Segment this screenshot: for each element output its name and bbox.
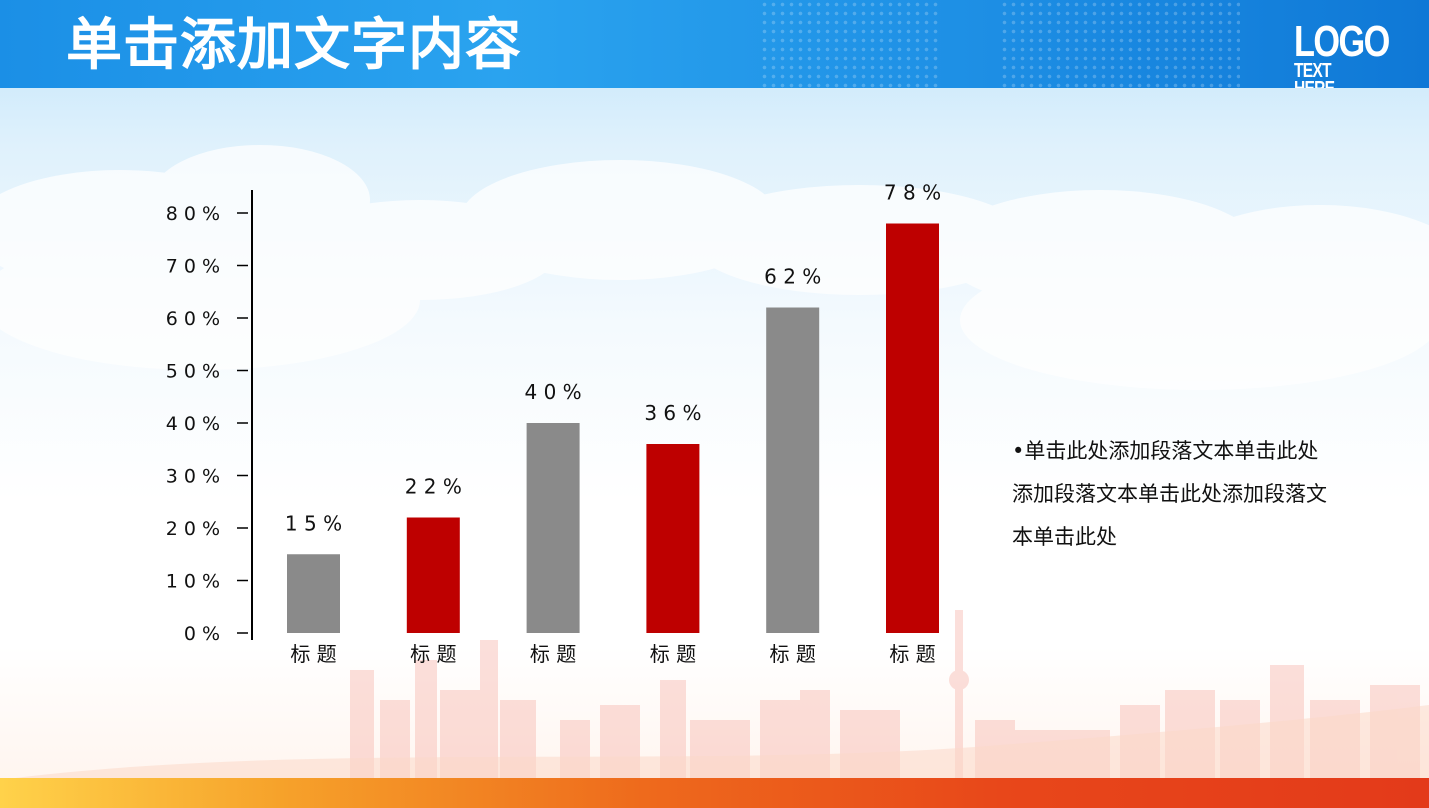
y-tick-label: 3 0 % <box>166 466 220 488</box>
bar-value-label: 1 5 % <box>285 511 342 535</box>
logo-subtext: TEXT HERE <box>1294 60 1335 88</box>
category-label: 标 题 <box>290 642 336 666</box>
category-label: 标 题 <box>770 642 816 666</box>
bar-value-label: 6 2 % <box>764 265 821 289</box>
bar-value-labels: 1 5 % 2 2 % 4 0 % 3 6 % 6 2 % 7 8 % <box>285 181 941 536</box>
bar[interactable] <box>406 517 460 634</box>
y-tick-label: 0 % <box>184 623 220 645</box>
logo: LOGO TEXT HERE <box>1294 20 1394 89</box>
y-tick-label: 4 0 % <box>166 413 220 435</box>
bar-value-label: 7 8 % <box>884 181 941 205</box>
y-axis: 0 % 1 0 % 2 0 % 3 0 % 4 0 % 5 0 % 6 0 % 7 0 % 8 … <box>166 190 253 645</box>
y-tick-label: 2 0 % <box>166 518 220 540</box>
category-label: 标 题 <box>650 642 696 666</box>
y-tick-label: 5 0 % <box>166 361 220 383</box>
bar[interactable] <box>886 223 939 634</box>
map-dot-pattern <box>1000 0 1240 88</box>
header-bar: 单击添加文字内容 LOGO TEXT HERE <box>0 0 1429 88</box>
bar-value-label: 3 6 % <box>644 401 701 425</box>
bar[interactable] <box>646 444 700 633</box>
map-dot-pattern <box>760 0 940 88</box>
paragraph-text[interactable]: •单击此处添加段落文本单击此处添加段落文本单击此处添加段落文本单击此处 <box>1012 439 1327 549</box>
y-tick-label: 1 0 % <box>166 571 220 593</box>
category-label: 标 题 <box>530 642 576 666</box>
bars <box>287 223 939 634</box>
bar-value-label: 4 0 % <box>525 380 582 404</box>
bottom-color-stripe <box>0 778 1429 808</box>
bar[interactable] <box>526 423 580 633</box>
y-tick-label: 6 0 % <box>166 308 220 330</box>
category-label: 标 题 <box>410 642 456 666</box>
bar-value-label: 2 2 % <box>405 475 462 499</box>
y-tick-label: 7 0 % <box>166 256 220 278</box>
category-labels: 标 题标 题标 题标 题标 题标 题 <box>290 642 935 666</box>
bar[interactable] <box>287 554 340 633</box>
slide-title[interactable]: 单击添加文字内容 <box>66 13 522 78</box>
bar[interactable] <box>766 307 820 634</box>
category-label: 标 题 <box>889 642 935 666</box>
y-tick-label: 8 0 % <box>166 203 220 225</box>
